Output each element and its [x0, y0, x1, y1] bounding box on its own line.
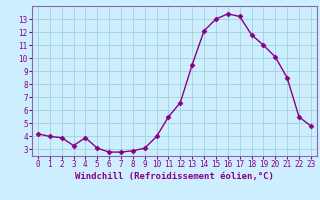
X-axis label: Windchill (Refroidissement éolien,°C): Windchill (Refroidissement éolien,°C)	[75, 172, 274, 181]
